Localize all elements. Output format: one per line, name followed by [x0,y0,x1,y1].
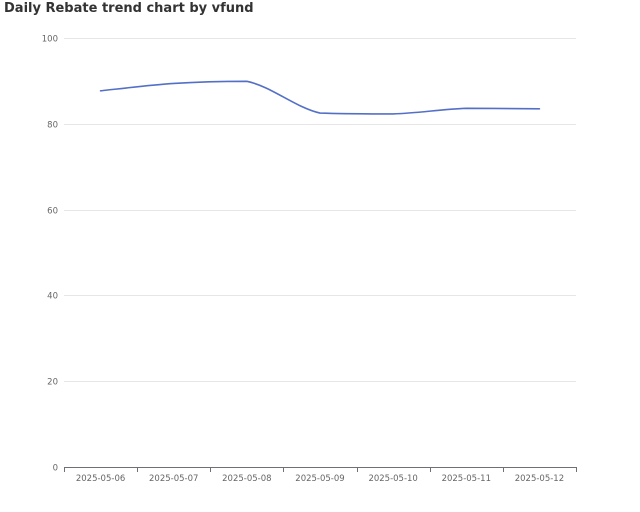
x-tick-label: 2025-05-11 [442,474,491,484]
x-axis-labels: 2025-05-06 2025-05-07 2025-05-08 2025-05-09… [76,474,564,484]
y-tick-label: 20 [47,378,58,388]
y-tick-label: 100 [42,35,58,45]
x-tick-label: 2025-05-08 [222,474,271,484]
x-tick-label: 2025-05-12 [515,474,564,484]
x-tick-label: 2025-05-09 [295,474,344,484]
x-tick-label: 2025-05-06 [76,474,125,484]
chart-title: Daily Rebate trend chart by vfund [4,1,254,16]
x-axis [64,467,577,472]
x-tick-label: 2025-05-07 [149,474,198,484]
y-tick-label: 40 [47,292,58,302]
series-layer [99,80,541,115]
series-line [99,80,541,115]
y-axis-labels: 0 20 40 60 80 100 [42,35,58,474]
y-tick-label: 60 [47,207,58,217]
y-tick-label: 80 [47,121,58,131]
grid-lines [64,38,576,382]
y-tick-label: 0 [53,464,58,474]
x-tick-label: 2025-05-10 [368,474,417,484]
